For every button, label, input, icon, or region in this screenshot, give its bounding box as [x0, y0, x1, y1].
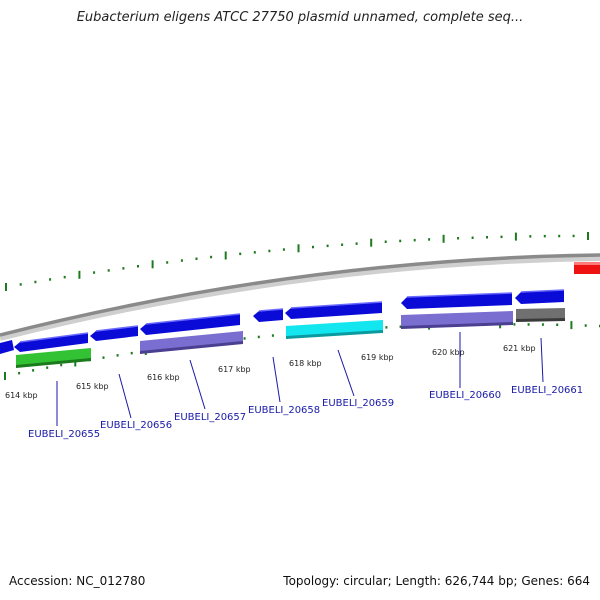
cds-bar-green-edge: [16, 358, 91, 368]
backbone-shadow: [0, 255, 600, 341]
scale-label: 619 kbp: [361, 353, 394, 362]
scale-label: 618 kbp: [289, 359, 322, 368]
blue-gene-arrow-3[interactable]: [90, 326, 138, 341]
gene-label-eubeli-20661[interactable]: EUBELI_20661: [511, 385, 583, 396]
cds-bar-gray[interactable]: [516, 308, 565, 321]
scale-label: 615 kbp: [76, 382, 109, 391]
topology-summary: Topology: circular; Length: 626,744 bp; …: [283, 574, 590, 588]
gene-leader-lines: [56, 332, 544, 426]
gene-label-eubeli-20657[interactable]: EUBELI_20657: [174, 412, 246, 423]
gene-label-eubeli-20656[interactable]: EUBELI_20656: [100, 420, 172, 431]
gene-label-eubeli-20659[interactable]: EUBELI_20659: [322, 398, 394, 409]
blue-gene-highlights: [19, 289, 565, 343]
scale-label: 616 kbp: [147, 373, 180, 382]
cds-bar-green[interactable]: [16, 348, 91, 367]
cds-bar-purple-1-edge: [140, 341, 243, 354]
scale-label: 614 kbp: [5, 391, 38, 400]
backbone: [0, 253, 600, 337]
red-feature-highlight: [574, 262, 600, 265]
outer-tick-marks: [5, 232, 589, 291]
cds-bar-purple-1[interactable]: [140, 331, 243, 353]
scale-labels: 614 kbp 615 kbp 616 kbp 617 kbp 618 kbp …: [5, 344, 536, 400]
cds-bar-purple-2-edge: [401, 322, 513, 329]
map-title: Eubacterium eligens ATCC 27750 plasmid u…: [76, 10, 524, 25]
accession-text: Accession: NC_012780: [9, 574, 146, 588]
gene-labels: EUBELI_20655 EUBELI_20656 EUBELI_20657 E…: [28, 385, 583, 440]
scale-label: 617 kbp: [218, 365, 251, 374]
blue-gene-arrow-5[interactable]: [253, 309, 283, 322]
blue-gene-arrow-6[interactable]: [285, 302, 382, 319]
gene-label-eubeli-20655[interactable]: EUBELI_20655: [28, 429, 100, 440]
gene-label-eubeli-20658[interactable]: EUBELI_20658: [248, 405, 320, 416]
cds-bar-cyan-edge: [286, 330, 383, 339]
scale-label: 620 kbp: [432, 348, 465, 357]
blue-gene-arrow-8[interactable]: [515, 290, 564, 304]
blue-gene-arrow-2[interactable]: [14, 333, 88, 352]
blue-gene-arrow-1[interactable]: [0, 340, 14, 354]
cds-bar-gray-edge: [516, 318, 565, 322]
blue-gene-arrow-7[interactable]: [401, 293, 512, 309]
scale-label: 621 kbp: [503, 344, 536, 353]
blue-gene-arrow-4[interactable]: [140, 314, 240, 335]
gene-label-eubeli-20660[interactable]: EUBELI_20660: [429, 390, 501, 401]
